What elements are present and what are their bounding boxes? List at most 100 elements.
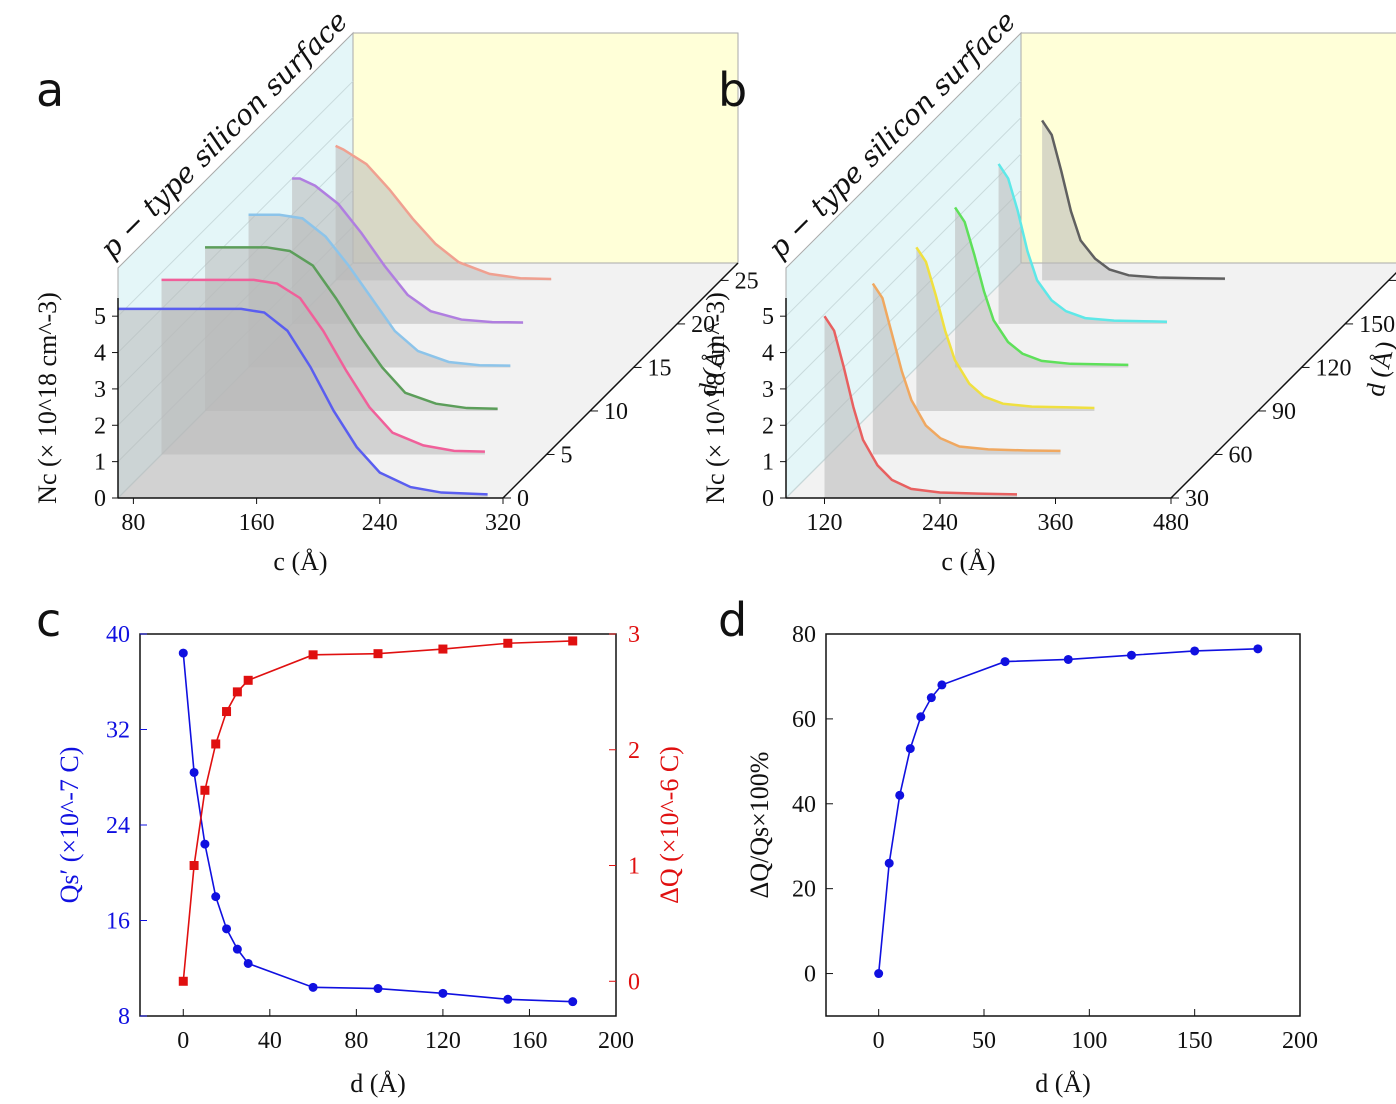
wall-gridline bbox=[785, 117, 1022, 353]
x-tick-label: 40 bbox=[258, 1028, 282, 1054]
data-point bbox=[189, 861, 199, 871]
y2-tick-label: 2 bbox=[628, 738, 640, 764]
data-point bbox=[178, 648, 188, 658]
x-tick-label: 50 bbox=[972, 1028, 996, 1054]
x-tick-label: 160 bbox=[239, 510, 275, 536]
series-line bbox=[877, 648, 1258, 974]
y2-tick-label: 1 bbox=[628, 854, 640, 880]
data-point bbox=[373, 649, 383, 659]
data-point bbox=[438, 988, 448, 998]
z-tick-label: 10 bbox=[604, 399, 628, 425]
y2-tick-label: 3 bbox=[628, 622, 640, 648]
series-shade bbox=[872, 283, 1061, 455]
y-tick-label: 60 bbox=[792, 707, 816, 733]
panel-letter: a bbox=[36, 63, 64, 117]
x-tick-label: 150 bbox=[1177, 1028, 1213, 1054]
z-axis bbox=[502, 262, 739, 499]
data-point bbox=[905, 744, 915, 754]
x-tick-label: 360 bbox=[1038, 510, 1074, 536]
data-point bbox=[373, 984, 383, 994]
series-line bbox=[954, 206, 1129, 367]
y-tick-label: 0 bbox=[762, 486, 774, 512]
x-tick-label: 200 bbox=[598, 1028, 634, 1054]
series-shade bbox=[998, 163, 1168, 324]
data-point bbox=[1000, 657, 1010, 667]
y-tick-label: 3 bbox=[762, 377, 774, 403]
series-line bbox=[205, 246, 498, 411]
data-point bbox=[503, 638, 513, 648]
data-point bbox=[232, 944, 242, 954]
z-axis bbox=[1170, 271, 1396, 499]
series-line bbox=[823, 315, 1018, 496]
y-axis-label: Nc (× 10^18 cm^-3) bbox=[701, 292, 730, 504]
z-tick-label: 120 bbox=[1316, 355, 1352, 381]
data-point bbox=[916, 712, 926, 722]
data-point bbox=[308, 982, 318, 992]
x-tick-label: 320 bbox=[485, 510, 521, 536]
x-tick-label: 240 bbox=[922, 510, 958, 536]
wall-gridline bbox=[117, 80, 354, 317]
series-shade bbox=[1042, 120, 1225, 281]
y-tick-label: 3 bbox=[94, 377, 106, 403]
series-shade bbox=[118, 308, 488, 498]
x-tick-label: 200 bbox=[1282, 1028, 1318, 1054]
data-point bbox=[178, 976, 188, 986]
data-point bbox=[308, 650, 318, 660]
y-tick-label: 4 bbox=[762, 341, 774, 367]
z-axis-label: d (Å) bbox=[1360, 339, 1396, 399]
data-point bbox=[1190, 646, 1200, 656]
series-line bbox=[182, 653, 573, 1003]
data-point bbox=[200, 785, 210, 795]
panel-letter: d bbox=[718, 593, 747, 647]
x-tick-label: 100 bbox=[1071, 1028, 1107, 1054]
z-tick-label: 15 bbox=[648, 355, 672, 381]
series-line bbox=[1041, 119, 1225, 280]
z-tick-label: 20 bbox=[691, 312, 715, 338]
data-point bbox=[211, 739, 221, 749]
data-point bbox=[243, 675, 253, 685]
data-point bbox=[222, 707, 232, 717]
y-tick-label: 2 bbox=[94, 413, 106, 439]
data-point bbox=[232, 687, 242, 697]
series-line bbox=[118, 307, 488, 496]
x-axis-label: c (Å) bbox=[273, 547, 327, 576]
data-point bbox=[874, 969, 884, 979]
series-shade bbox=[335, 145, 552, 281]
y2-tick-label: 0 bbox=[628, 969, 640, 995]
series-line bbox=[182, 640, 573, 982]
data-point bbox=[568, 636, 578, 646]
y-tick-label: 5 bbox=[762, 304, 774, 330]
data-point bbox=[503, 994, 513, 1004]
z-tick-label: 0 bbox=[517, 486, 529, 512]
y-tick-label: 0 bbox=[94, 486, 106, 512]
data-point bbox=[1253, 644, 1263, 654]
x-tick-label: 160 bbox=[511, 1028, 547, 1054]
y-axis-label: ΔQ/Qs×100% bbox=[745, 752, 774, 899]
x-tick-label: 0 bbox=[873, 1028, 885, 1054]
data-point bbox=[211, 892, 221, 902]
series-line bbox=[915, 246, 1095, 410]
series-line bbox=[871, 282, 1061, 453]
data-point bbox=[200, 839, 210, 849]
plot-frame bbox=[139, 633, 617, 1017]
data-point bbox=[243, 958, 253, 968]
series-shade bbox=[824, 316, 1017, 498]
z-tick-label: 90 bbox=[1272, 399, 1296, 425]
y-tick-label: 1 bbox=[94, 450, 106, 476]
series-line bbox=[292, 177, 524, 324]
y-tick-label: 1 bbox=[762, 450, 774, 476]
x-tick-label: 80 bbox=[344, 1028, 368, 1054]
panel-b: 120240360480012345306090120150180c (Å)Nc… bbox=[701, 4, 1396, 576]
plot-frame bbox=[825, 633, 1301, 1017]
y-tick-label: 5 bbox=[94, 304, 106, 330]
data-point bbox=[1126, 650, 1136, 660]
data-point bbox=[884, 858, 894, 868]
z-tick-label: 150 bbox=[1359, 312, 1395, 338]
z-tick-label: 30 bbox=[1185, 486, 1209, 512]
y-tick-label: 16 bbox=[106, 909, 130, 935]
x-tick-label: 0 bbox=[177, 1028, 189, 1054]
y-tick-label: 24 bbox=[106, 813, 130, 839]
data-point bbox=[1063, 654, 1073, 664]
